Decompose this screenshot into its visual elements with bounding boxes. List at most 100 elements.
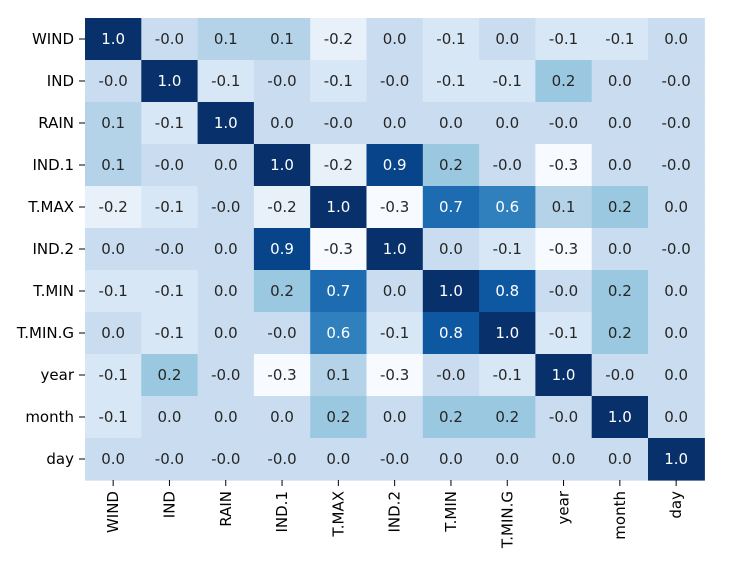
cell-value-label: 0.0 bbox=[439, 450, 463, 468]
heatmap-cell bbox=[310, 438, 368, 481]
heatmap-cell bbox=[591, 186, 649, 229]
cell-value-label: -0.0 bbox=[267, 72, 296, 90]
cell-value-label: -0.1 bbox=[211, 72, 240, 90]
heatmap-cell bbox=[197, 60, 255, 103]
cell-value-label: -0.0 bbox=[211, 366, 240, 384]
heatmap-cell bbox=[591, 18, 649, 61]
x-tick-label: T.MAX bbox=[329, 491, 347, 538]
cell-value-label: -0.0 bbox=[605, 366, 634, 384]
x-tick-label: WIND bbox=[104, 491, 122, 533]
cell-value-label: 0.0 bbox=[495, 114, 519, 132]
cell-value-label: -0.0 bbox=[436, 366, 465, 384]
cell-value-label: 0.1 bbox=[214, 30, 238, 48]
cell-value-label: 0.0 bbox=[383, 282, 407, 300]
heatmap-cell bbox=[141, 18, 199, 61]
heatmap-cell bbox=[591, 270, 649, 313]
heatmap-cell bbox=[648, 186, 705, 229]
cell-value-label: -0.0 bbox=[493, 156, 522, 174]
heatmap-cell bbox=[648, 438, 705, 481]
cell-value-label: 0.0 bbox=[101, 240, 125, 258]
x-tick-label: IND.1 bbox=[273, 491, 291, 533]
cell-value-label: 0.2 bbox=[326, 408, 350, 426]
heatmap-cell bbox=[366, 438, 424, 481]
heatmap-cell bbox=[85, 270, 142, 313]
cell-value-label: 1.0 bbox=[439, 282, 463, 300]
cell-value-label: -0.3 bbox=[267, 366, 296, 384]
cell-value-label: 0.1 bbox=[270, 30, 294, 48]
heatmap-cell bbox=[85, 18, 142, 61]
heatmap-cell bbox=[197, 396, 255, 439]
cell-value-label: -0.1 bbox=[99, 408, 128, 426]
cell-value-label: 0.8 bbox=[439, 324, 463, 342]
heatmap-cell bbox=[366, 396, 424, 439]
cell-value-label: 0.6 bbox=[326, 324, 350, 342]
cell-value-label: 1.0 bbox=[552, 366, 576, 384]
heatmap-cell bbox=[422, 228, 480, 271]
cell-value-label: -0.1 bbox=[324, 72, 353, 90]
heatmap-cell bbox=[479, 144, 536, 187]
cell-value-label: 0.2 bbox=[608, 282, 632, 300]
cell-value-label: 0.0 bbox=[270, 114, 294, 132]
cell-value-label: -0.0 bbox=[267, 324, 296, 342]
heatmap-cell bbox=[141, 396, 199, 439]
cell-value-label: 0.0 bbox=[439, 240, 463, 258]
cell-value-label: 0.9 bbox=[383, 156, 407, 174]
heatmap-cell bbox=[591, 354, 649, 397]
y-tick-label: year bbox=[41, 366, 75, 384]
cell-value-label: -0.1 bbox=[99, 282, 128, 300]
heatmap-cell bbox=[197, 228, 255, 271]
heatmap-cell bbox=[253, 354, 311, 397]
cell-value-label: 1.0 bbox=[608, 408, 632, 426]
cell-value-label: 0.1 bbox=[101, 114, 125, 132]
cell-value-label: 0.6 bbox=[495, 198, 519, 216]
heatmap-cell bbox=[141, 60, 199, 103]
cell-value-label: 0.2 bbox=[608, 324, 632, 342]
cell-value-label: 0.0 bbox=[383, 114, 407, 132]
heatmap-cell bbox=[141, 438, 199, 481]
cell-value-label: -0.0 bbox=[155, 240, 184, 258]
heatmap-cell bbox=[535, 60, 593, 103]
cell-value-label: -0.1 bbox=[493, 72, 522, 90]
heatmap-cell bbox=[253, 144, 311, 187]
x-tick-label: RAIN bbox=[217, 491, 235, 527]
heatmap-cell bbox=[479, 270, 536, 313]
heatmap-cell bbox=[591, 396, 649, 439]
cell-value-label: -0.0 bbox=[155, 30, 184, 48]
cell-value-label: 0.0 bbox=[664, 408, 688, 426]
heatmap-cell bbox=[648, 396, 705, 439]
heatmap-cell bbox=[366, 186, 424, 229]
heatmap-cell bbox=[591, 144, 649, 187]
cell-value-label: -0.3 bbox=[380, 198, 409, 216]
heatmap-cell bbox=[479, 438, 536, 481]
heatmap-cell bbox=[591, 228, 649, 271]
heatmap-cell bbox=[366, 18, 424, 61]
y-tick-label: T.MAX bbox=[27, 198, 74, 216]
heatmap-cell bbox=[85, 312, 142, 355]
cell-value-label: 0.2 bbox=[270, 282, 294, 300]
cell-value-label: -0.1 bbox=[493, 240, 522, 258]
x-tick-label: day bbox=[667, 491, 685, 519]
x-tick-label: IND bbox=[160, 491, 178, 518]
heatmap-cell bbox=[253, 270, 311, 313]
heatmap-cell bbox=[197, 438, 255, 481]
heatmap-cell bbox=[253, 396, 311, 439]
heatmap-cell bbox=[141, 270, 199, 313]
heatmap-cell bbox=[85, 354, 142, 397]
cell-value-label: 1.0 bbox=[383, 240, 407, 258]
cell-value-label: -0.0 bbox=[380, 450, 409, 468]
heatmap-cell bbox=[310, 144, 368, 187]
cell-value-label: -0.0 bbox=[267, 450, 296, 468]
heatmap-cell bbox=[85, 186, 142, 229]
cell-value-label: -0.0 bbox=[380, 72, 409, 90]
x-tick-label: T.MIN.G bbox=[498, 491, 516, 549]
cell-value-label: 0.2 bbox=[158, 366, 182, 384]
cell-value-label: -0.0 bbox=[662, 240, 691, 258]
heatmap-cell bbox=[422, 438, 480, 481]
heatmap-cell bbox=[197, 18, 255, 61]
cell-value-label: 0.0 bbox=[439, 114, 463, 132]
cell-value-label: 0.0 bbox=[214, 282, 238, 300]
cell-value-label: 1.0 bbox=[326, 198, 350, 216]
heatmap-cell bbox=[535, 438, 593, 481]
cell-value-label: 0.2 bbox=[439, 408, 463, 426]
heatmap-cell bbox=[197, 312, 255, 355]
